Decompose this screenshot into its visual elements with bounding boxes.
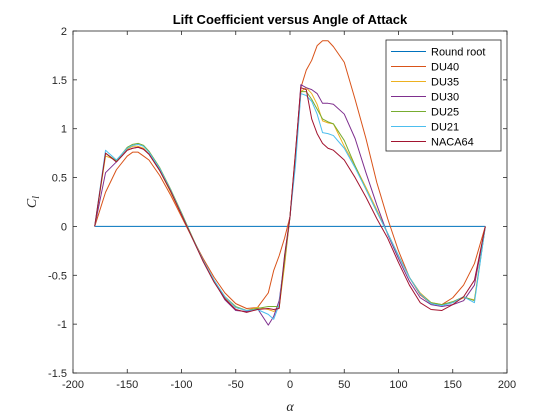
- y-tick-label: 2: [61, 26, 67, 38]
- y-tick-label: 1.5: [52, 75, 67, 87]
- x-tick-label: 150: [444, 379, 462, 391]
- x-tick-label: -150: [116, 379, 138, 391]
- series-line-naca64: [94, 87, 486, 313]
- y-axis-label-subscript: l: [31, 196, 42, 199]
- y-tick-label: -0.5: [48, 270, 67, 282]
- x-tick-label: -200: [62, 379, 84, 391]
- legend-entry: NACA64: [431, 137, 474, 149]
- legend-entry: DU21: [431, 122, 459, 134]
- legend-box: [385, 39, 502, 152]
- x-tick-label: 100: [389, 379, 407, 391]
- axes: -200 -150 -100 -50 0 50 100 150 200 -1.5 -1 -0.5 0 0.…: [48, 26, 516, 391]
- y-tick-label: 0.5: [52, 173, 67, 185]
- legend-entry: DU25: [431, 107, 459, 119]
- chart-title: Lift Coefficient versus Angle of Attack: [173, 12, 408, 27]
- y-axis-label-main: C: [25, 198, 40, 208]
- plot-area: [94, 40, 486, 326]
- legend-entry: Round root: [431, 47, 485, 59]
- x-axis-label: α: [286, 400, 294, 415]
- legend-entry: DU30: [431, 92, 459, 104]
- legend-entry: DU35: [431, 77, 459, 89]
- y-axis-label: Cl: [25, 196, 42, 208]
- y-tick-label: -1.5: [48, 368, 67, 380]
- y-tick-label: 1: [61, 124, 67, 136]
- x-tick-label: 200: [498, 379, 516, 391]
- y-tick-label: -1: [57, 319, 67, 331]
- x-tick-label: 50: [338, 379, 350, 391]
- x-tick-label: 0: [287, 379, 293, 391]
- legend-entry: DU40: [431, 62, 459, 74]
- x-tick-label: -50: [228, 379, 244, 391]
- y-tick-label: 0: [61, 221, 67, 233]
- x-tick-label: -100: [170, 379, 192, 391]
- legend: Round root DU40 DU35 DU30 DU25 DU21 NACA64: [385, 39, 502, 152]
